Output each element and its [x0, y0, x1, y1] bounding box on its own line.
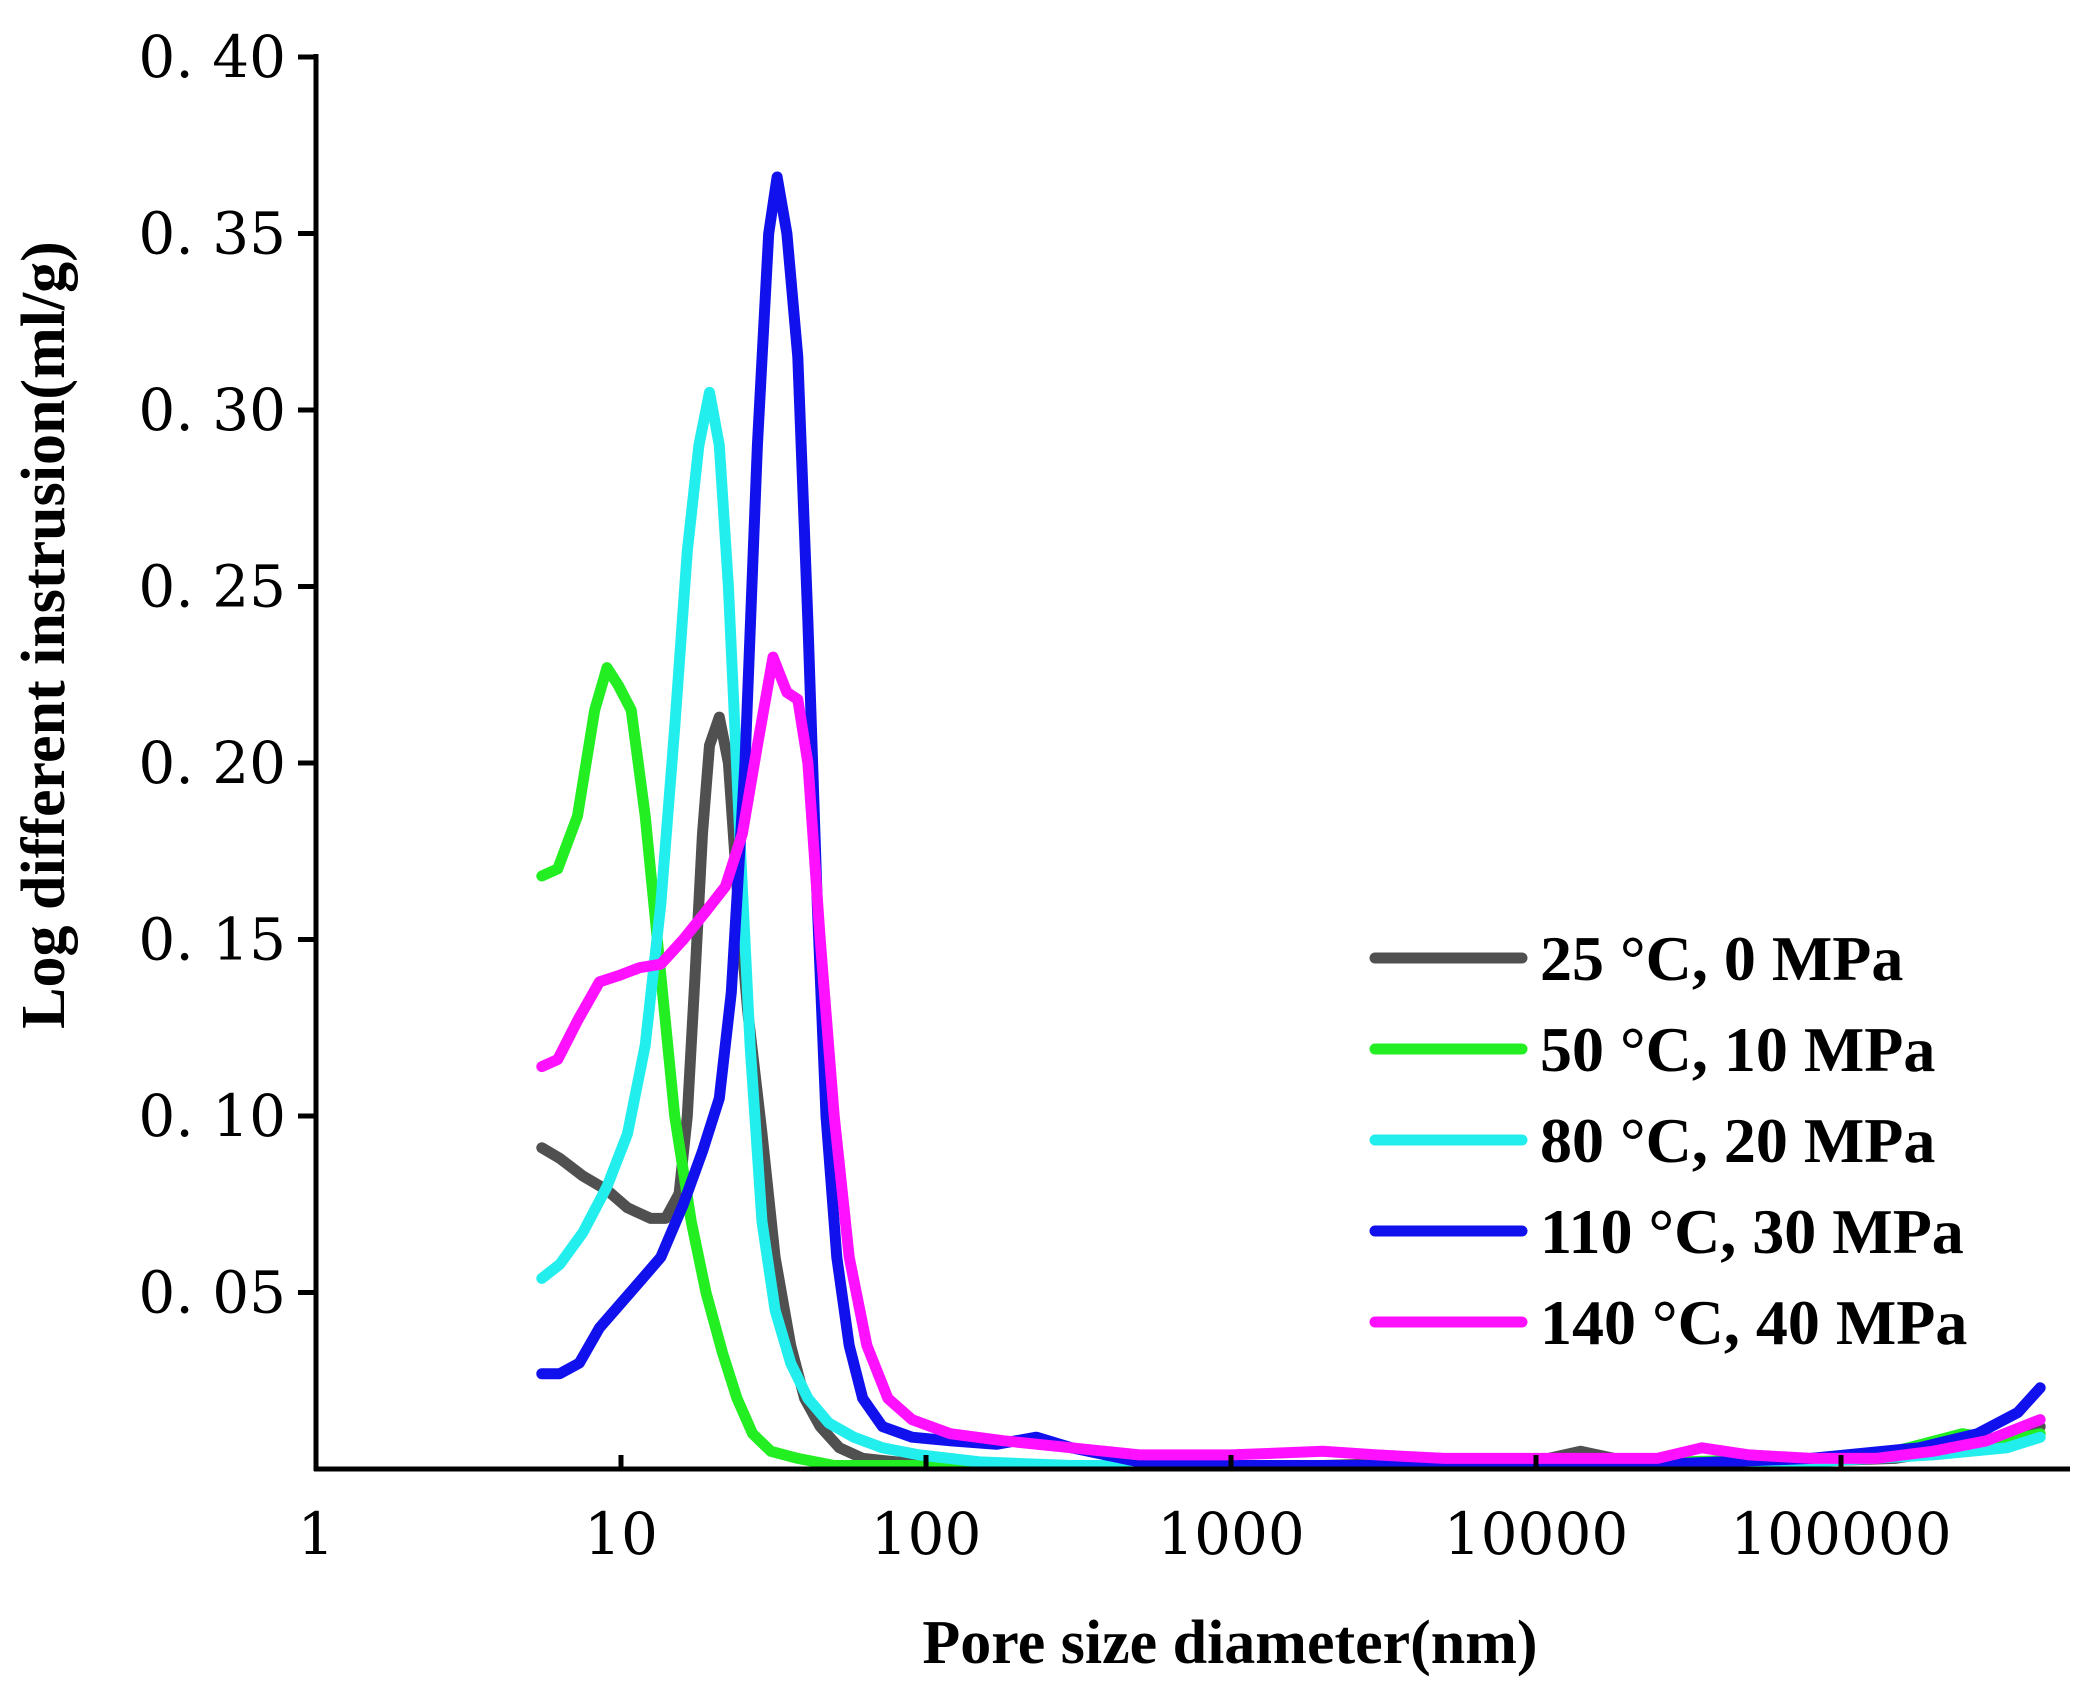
x-axis-title: Pore size diameter(nm): [922, 1609, 1537, 1677]
y-axis-title: Log different instrusion(ml/g): [10, 241, 78, 1029]
legend-label: 25 °C, 0 MPa: [1540, 923, 1903, 994]
x-tick-label: 1: [298, 1500, 335, 1568]
axis-ticks: 0. 05 0. 10 0. 15 0. 20 0. 25 0. 30 0. 35 0. 40…: [138, 23, 1951, 1568]
x-tick-label: 1000: [1157, 1500, 1305, 1568]
plot-lines: [536, 171, 2046, 1471]
legend-label: 80 °C, 20 MPa: [1540, 1105, 1935, 1176]
y-tick-label: 0. 05: [138, 1259, 286, 1327]
legend-label: 50 °C, 10 MPa: [1540, 1014, 1935, 1085]
y-tick-label: 0. 40: [138, 23, 286, 91]
x-tick-label: 100000: [1730, 1500, 1951, 1568]
legend: 25 °C, 0 MPa 50 °C, 10 MPa 80 °C, 20 MPa 11…: [1369, 923, 1967, 1358]
y-tick-label: 0. 35: [138, 200, 286, 268]
y-tick-label: 0. 20: [138, 729, 286, 797]
legend-label: 110 °C, 30 MPa: [1540, 1196, 1964, 1267]
y-tick-label: 0. 25: [138, 553, 286, 621]
x-tick-label: 10000: [1444, 1500, 1629, 1568]
y-tick-label: 0. 10: [138, 1082, 286, 1150]
x-tick-label: 100: [871, 1500, 982, 1568]
y-tick-label: 0. 15: [138, 906, 286, 974]
series-line: [536, 651, 2046, 1464]
y-tick-label: 0. 30: [138, 376, 286, 444]
x-tick-label: 10: [584, 1500, 658, 1568]
legend-label: 140 °C, 40 MPa: [1540, 1287, 1967, 1358]
